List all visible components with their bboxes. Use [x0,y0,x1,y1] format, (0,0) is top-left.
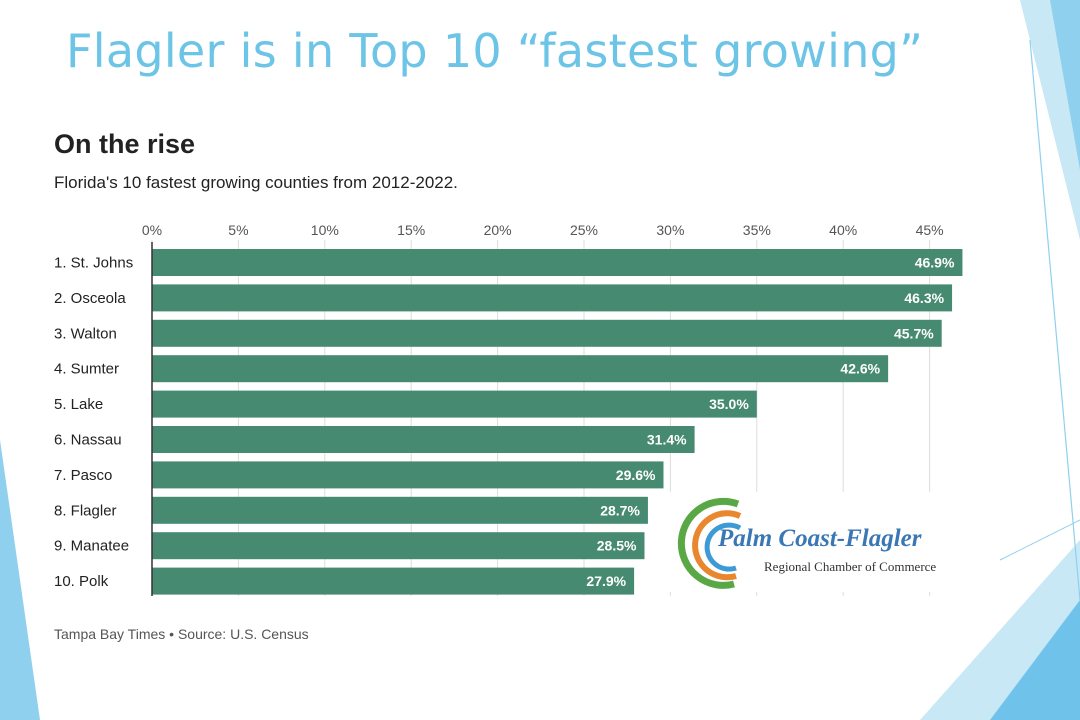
category-label: 8. Flagler [54,502,117,519]
bar-5 [152,390,757,418]
value-label: 28.5% [597,538,637,554]
value-label: 31.4% [647,432,687,448]
bar-3 [152,319,942,347]
value-label: 35.0% [709,396,749,412]
chart-axis: 0% 5% 10% 15% 20% 25% 30% 35% 40% 45% 1. St. Johns… [54,222,944,596]
x-tick-label: 35% [743,222,771,238]
x-tick-label: 5% [228,222,248,238]
logo-arcs-icon [677,497,742,589]
chart-subtitle: Florida's 10 fastest growing counties fr… [54,173,458,192]
category-label: 10. Polk [54,573,109,590]
bar-2 [152,284,953,312]
category-label: 3. Walton [54,325,117,342]
x-tick-label: 10% [311,222,339,238]
value-label: 27.9% [586,573,626,589]
bar-6 [152,426,695,453]
value-label: 28.7% [600,502,640,518]
category-label: 7. Pasco [54,467,112,484]
value-label: 42.6% [840,361,880,377]
bar-4 [152,355,889,383]
x-tick-label: 30% [656,222,684,238]
bar-7 [152,461,664,489]
bar-9 [152,532,645,560]
chamber-logo: Palm Coast-Flagler Regional Chamber of C… [668,492,958,592]
chart-bars: 46.9% 46.3% 45.7% 42.6% 35.0% 31.4% 29.6% 28.7%… [152,249,963,595]
x-tick-label: 40% [829,222,857,238]
value-label: 46.3% [904,290,944,306]
value-label: 45.7% [894,325,934,341]
slide-title: Flagler is in Top 10 “fastest growing” [66,24,924,78]
bar-10 [152,567,635,595]
logo-name: Palm Coast-Flagler [718,525,922,552]
x-tick-label: 0% [142,222,162,238]
bar-1 [152,249,963,276]
category-label: 1. St. Johns [54,255,133,272]
bar-8 [152,496,648,524]
x-tick-label: 25% [570,222,598,238]
category-label: 2. Osceola [54,290,126,307]
category-label: 5. Lake [54,396,103,413]
chart-source: Tampa Bay Times • Source: U.S. Census [54,626,309,642]
x-tick-label: 20% [484,222,512,238]
logo-subtitle: Regional Chamber of Commerce [764,559,937,574]
category-label: 6. Nassau [54,432,122,449]
chart-title: On the rise [54,129,196,159]
value-label: 46.9% [915,255,955,271]
x-tick-label: 15% [397,222,425,238]
x-tick-label: 45% [916,222,944,238]
value-label: 29.6% [616,467,656,483]
category-label: 4. Sumter [54,361,119,378]
category-label: 9. Manatee [54,538,129,555]
